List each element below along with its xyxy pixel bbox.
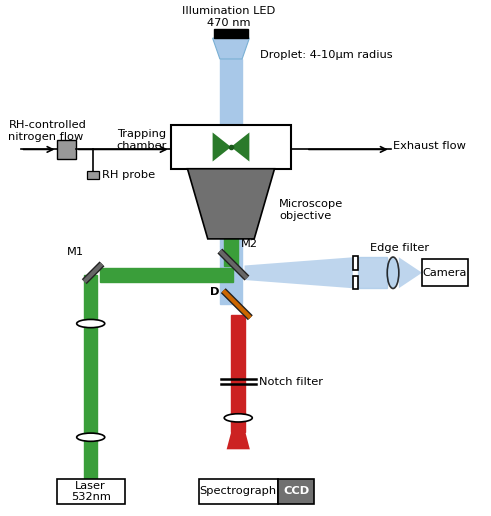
Bar — [84, 275, 98, 479]
Text: Illumination LED
470 nm: Illumination LED 470 nm — [182, 6, 275, 27]
Text: Exhaust flow: Exhaust flow — [393, 140, 466, 151]
Text: Spectrograph: Spectrograph — [200, 487, 277, 496]
Text: RH probe: RH probe — [102, 170, 155, 180]
Bar — [354, 256, 358, 270]
Text: Edge filter: Edge filter — [370, 243, 430, 253]
Polygon shape — [213, 38, 249, 59]
Text: Camera: Camera — [423, 268, 467, 278]
Bar — [422, 259, 468, 286]
Bar — [220, 59, 242, 246]
Ellipse shape — [387, 257, 399, 288]
Bar — [214, 29, 248, 38]
Polygon shape — [84, 328, 98, 433]
Bar — [220, 246, 242, 304]
Bar — [358, 257, 387, 288]
Polygon shape — [227, 431, 250, 449]
Bar — [87, 171, 99, 180]
Text: Notch filter: Notch filter — [259, 377, 323, 386]
Polygon shape — [399, 257, 422, 288]
Text: M2: M2 — [241, 239, 258, 249]
Ellipse shape — [224, 414, 252, 422]
Text: Laser
532nm: Laser 532nm — [71, 480, 110, 502]
Bar — [278, 479, 314, 504]
Ellipse shape — [77, 319, 105, 328]
Polygon shape — [213, 133, 231, 162]
Text: Microscope
objective: Microscope objective — [279, 199, 344, 221]
Text: RH-controlled
nitrogen flow: RH-controlled nitrogen flow — [8, 120, 86, 142]
Polygon shape — [188, 169, 274, 239]
Bar — [57, 140, 76, 158]
Polygon shape — [245, 257, 353, 288]
Bar — [224, 169, 238, 266]
Bar — [170, 125, 292, 169]
Bar — [198, 479, 278, 504]
Bar — [57, 479, 125, 504]
Bar — [354, 276, 358, 289]
Text: Droplet: 4-10μm radius: Droplet: 4-10μm radius — [260, 50, 393, 60]
Text: D: D — [210, 287, 219, 297]
Ellipse shape — [77, 433, 105, 441]
Text: CCD: CCD — [283, 487, 309, 496]
Bar — [100, 268, 233, 282]
Text: M1: M1 — [66, 247, 83, 257]
Text: Trapping
chamber: Trapping chamber — [116, 129, 166, 151]
Bar — [231, 315, 245, 432]
Polygon shape — [231, 133, 249, 162]
